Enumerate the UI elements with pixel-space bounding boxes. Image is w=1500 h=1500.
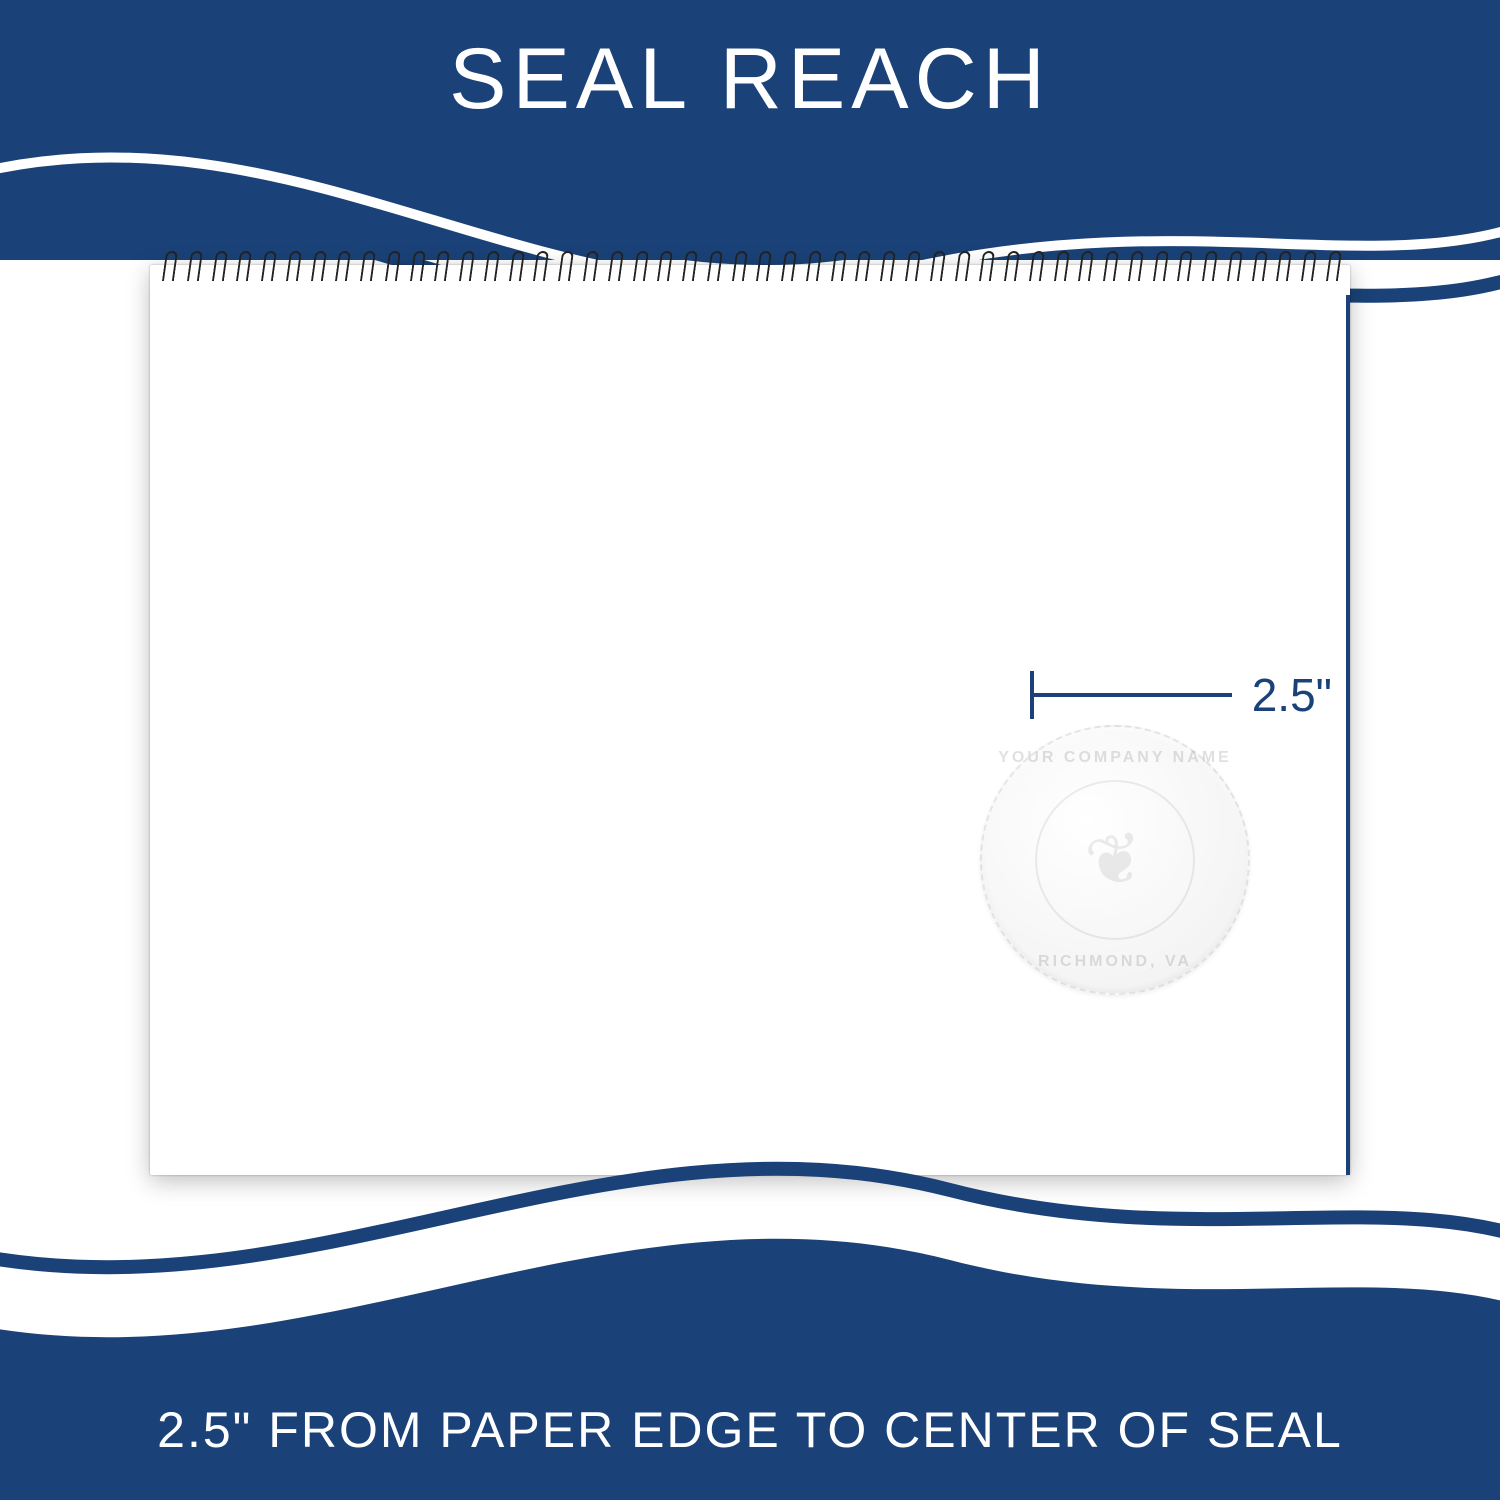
spiral-ring [408,251,424,286]
footer-text: 2.5" FROM PAPER EDGE TO CENTER OF SEAL [157,1401,1343,1459]
spiral-ring [234,251,250,286]
spiral-ring [160,251,176,286]
spiral-ring [210,251,226,286]
spiral-ring [309,251,325,286]
spiral-ring [1175,251,1191,286]
spiral-ring [358,251,374,286]
spiral-ring [829,251,845,286]
spiral-ring [680,251,696,286]
spiral-ring [482,251,498,286]
spiral-ring [1151,251,1167,286]
spiral-ring [1324,251,1340,286]
spiral-ring [383,251,399,286]
spiral-ring [655,251,671,286]
spiral-ring [853,251,869,286]
spiral-ring [953,251,969,286]
spiral-ring [284,251,300,286]
spiral-ring [1250,251,1266,286]
spiral-ring [507,251,523,286]
spiral-ring [1101,251,1117,286]
spiral-ring [878,251,894,286]
spiral-ring [1002,251,1018,286]
spiral-ring [730,251,746,286]
spiral-ring [779,251,795,286]
spiral-ring [259,251,275,286]
spiral-ring [631,251,647,286]
spiral-ring [804,251,820,286]
spiral-ring [556,251,572,286]
paper-right-edge [1346,295,1350,1175]
spiral-ring [333,251,349,286]
spiral-ring [185,251,201,286]
spiral-ring [1126,251,1142,286]
page-title: SEAL REACH [0,30,1500,129]
embossed-seal: YOUR COMPANY NAME ❦ RICHMOND, VA [980,725,1250,995]
bottom-banner: 2.5" FROM PAPER EDGE TO CENTER OF SEAL [0,1360,1500,1500]
spiral-ring [531,251,547,286]
spiral-ring [1299,251,1315,286]
seal-text-top: YOUR COMPANY NAME [982,749,1248,767]
spiral-binding [160,251,1340,291]
measure-label: 2.5" [1232,668,1346,722]
seal-inner-ring: ❦ [1035,780,1195,940]
spiral-ring [977,251,993,286]
spiral-ring [928,251,944,286]
acorn-icon: ❦ [1079,815,1151,906]
spiral-ring [457,251,473,286]
spiral-ring [903,251,919,286]
spiral-ring [1225,251,1241,286]
spiral-ring [1076,251,1092,286]
spiral-ring [705,251,721,286]
spiral-ring [1274,251,1290,286]
measurement-indicator: 2.5" [1030,665,1350,725]
spiral-ring [754,251,770,286]
measure-line [1034,693,1232,697]
spiral-ring [432,251,448,286]
seal-text-bottom: RICHMOND, VA [982,953,1248,971]
spiral-ring [1052,251,1068,286]
spiral-ring [1200,251,1216,286]
measure-cap-right [1346,671,1350,719]
notepad: 2.5" YOUR COMPANY NAME ❦ RICHMOND, VA [150,265,1350,1175]
spiral-ring [1027,251,1043,286]
spiral-ring [581,251,597,286]
spiral-ring [606,251,622,286]
